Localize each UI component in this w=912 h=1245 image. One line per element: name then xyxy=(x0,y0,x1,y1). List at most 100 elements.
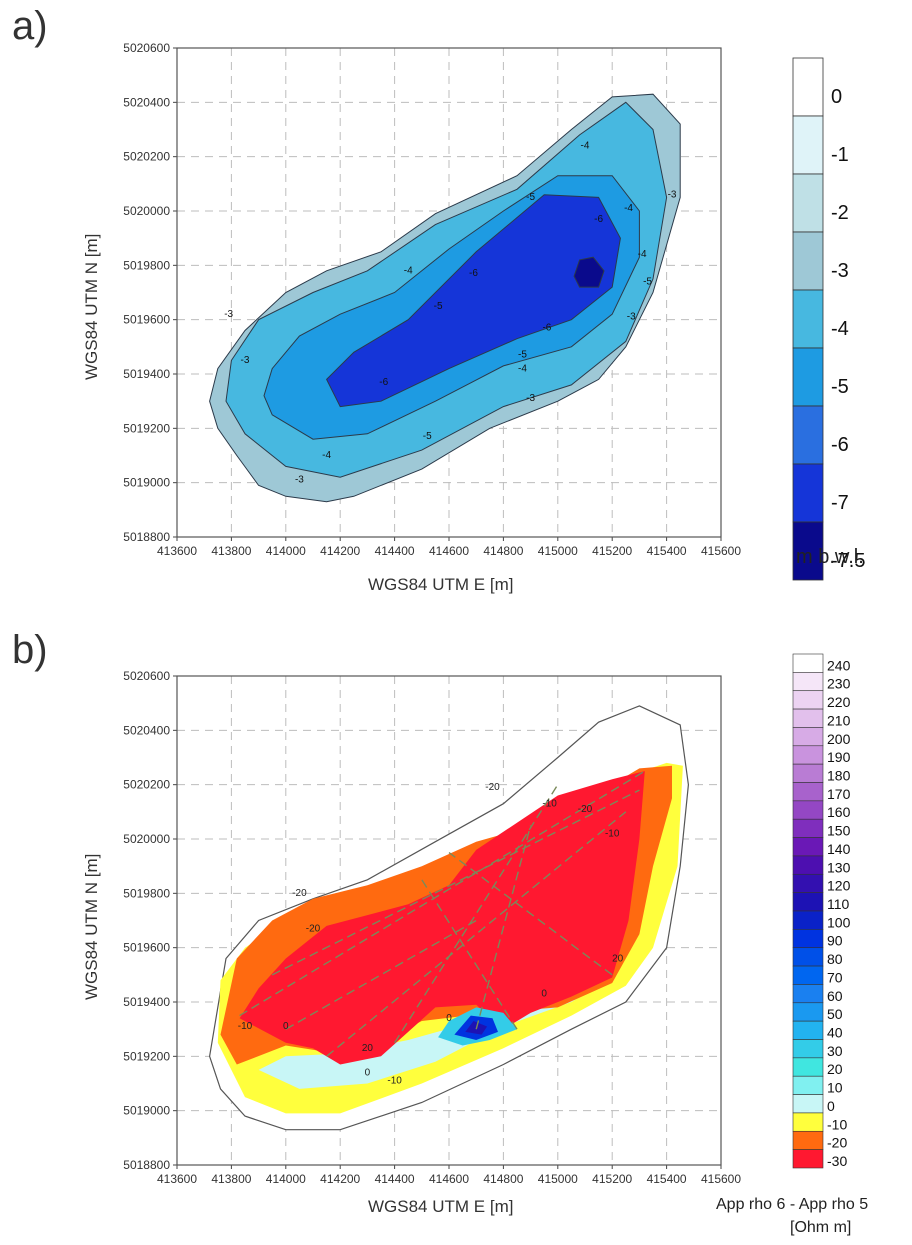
panel-a-label: a) xyxy=(12,4,48,48)
contour-label: -6 xyxy=(542,323,551,334)
chart-a-xtick-label: 413600 xyxy=(157,544,197,558)
chart-a-xtick-label: 414000 xyxy=(266,544,306,558)
contour-label: 20 xyxy=(362,1043,374,1054)
colorbar-b-swatch xyxy=(792,910,824,930)
contour-label: -5 xyxy=(423,431,432,442)
colorbar-b-swatch xyxy=(792,782,824,802)
contour-label: -3 xyxy=(241,355,250,366)
colorbar-a-swatch xyxy=(792,231,824,291)
chart-a-xtick-label: 414200 xyxy=(320,544,360,558)
colorbar-a-swatch xyxy=(792,289,824,349)
survey-line xyxy=(271,789,640,976)
contour-label: 0 xyxy=(365,1067,371,1078)
chart-a-plot-frame xyxy=(176,47,722,538)
colorbar-a-label: -7.5 xyxy=(831,550,865,572)
colorbar-a-label: -3 xyxy=(831,260,849,282)
contour-label: -20 xyxy=(306,923,321,934)
colorbar-b-label: 100 xyxy=(827,914,851,930)
colorbar-b-swatch xyxy=(792,690,824,710)
contour-label: -3 xyxy=(526,393,535,404)
contour-label: -20 xyxy=(578,804,593,815)
contour-label: -10 xyxy=(387,1076,402,1087)
chart-b-xtick-label: 413800 xyxy=(211,1172,251,1186)
chart-a-ytick-label: 5020200 xyxy=(123,150,170,164)
colorbar-a-label: -1 xyxy=(831,144,849,166)
chart-b-ytick-label: 5019200 xyxy=(123,1049,170,1063)
colorbar-b-label: -10 xyxy=(827,1116,847,1132)
contour-label: -6 xyxy=(594,214,603,225)
chart-a-xlabel: WGS84 UTM E [m] xyxy=(368,575,514,594)
colorbar-b-label: 170 xyxy=(827,786,851,802)
colorbar-b-label: 210 xyxy=(827,712,851,728)
contour-label: -20 xyxy=(485,782,500,793)
colorbar-a-swatch xyxy=(792,405,824,465)
colorbar-b-label: 0 xyxy=(827,1098,835,1114)
chart-a-ytick-label: 5019000 xyxy=(123,476,170,490)
chart-b: 413600 413800 414000 414200 414400 414600 4148… xyxy=(123,653,851,1186)
chart-a: 413600 413800 414000 414200 414400 414600 4148… xyxy=(123,41,865,581)
chart-a-xtick-label: 415400 xyxy=(647,544,687,558)
panel-b-label: b) xyxy=(12,628,48,672)
survey-line xyxy=(421,879,518,1030)
survey-line xyxy=(394,784,559,1044)
contour-label: -6 xyxy=(379,377,388,388)
contour-label: -3 xyxy=(668,189,677,200)
contour-label: -5 xyxy=(526,192,535,203)
colorbar-b-label: 200 xyxy=(827,731,851,747)
chart-b-xtick-label: 413600 xyxy=(157,1172,197,1186)
chart-a-xtick-label: 413800 xyxy=(211,544,251,558)
contour-label: -5 xyxy=(518,350,527,361)
chart-b-ytick-label: 5019000 xyxy=(123,1104,170,1118)
contour-label: -20 xyxy=(292,888,307,899)
chart-a-xtick-label: 414400 xyxy=(375,544,415,558)
colorbar-b-swatch xyxy=(792,1149,824,1169)
contour-label: 0 xyxy=(541,989,547,1000)
contour-label: -3 xyxy=(627,312,636,323)
chart-b-ytick-label: 5020400 xyxy=(123,723,170,737)
chart-b-xtick-label: 414600 xyxy=(429,1172,469,1186)
colorbar-a-label: -2 xyxy=(831,202,849,224)
chart-a-ytick-label: 5019800 xyxy=(123,258,170,272)
chart-a-ylabel: WGS84 UTM N [m] xyxy=(82,233,101,380)
contour-label: 0 xyxy=(446,1013,452,1024)
chart-b-xtick-label: 414000 xyxy=(266,1172,306,1186)
chart-b-ytick-label: 5019800 xyxy=(123,886,170,900)
chart-b-xtick-label: 415200 xyxy=(592,1172,632,1186)
chart-a-colorbar-title: m b.w.l. xyxy=(796,546,864,568)
survey-line xyxy=(448,852,613,976)
contour-label: -4 xyxy=(624,203,633,214)
chart-a-ytick-label: 5019400 xyxy=(123,367,170,381)
colorbar-b-label: 150 xyxy=(827,823,851,839)
colorbar-b-swatch xyxy=(792,1002,824,1022)
chart-b-xtick-label: 414200 xyxy=(320,1172,360,1186)
contour-label: 20 xyxy=(612,953,624,964)
colorbar-a-label: -7 xyxy=(831,492,849,514)
colorbar-b-label: 40 xyxy=(827,1025,843,1041)
chart-b-xlabel: WGS84 UTM E [m] xyxy=(368,1197,514,1216)
colorbar-b-swatch xyxy=(792,892,824,912)
chart-b-colorbar-units: [Ohm m] xyxy=(790,1219,852,1236)
chart-a-ytick-label: 5018800 xyxy=(123,530,170,544)
colorbar-a-swatch xyxy=(792,463,824,523)
colorbar-b-label: 190 xyxy=(827,749,851,765)
chart-b-xtick-label: 415400 xyxy=(647,1172,687,1186)
contour-region-6 xyxy=(325,194,621,408)
colorbar-b-swatch xyxy=(792,1039,824,1059)
colorbar-b-label: 30 xyxy=(827,1043,843,1059)
colorbar-b-swatch xyxy=(792,672,824,692)
region-minus30 xyxy=(239,771,645,1065)
chart-b-xtick-label: 414400 xyxy=(375,1172,415,1186)
colorbar-b-label: 180 xyxy=(827,768,851,784)
chart-b-ytick-label: 5020600 xyxy=(123,669,170,683)
survey-line xyxy=(326,811,627,1057)
colorbar-b-swatch xyxy=(792,965,824,985)
contour-label: -6 xyxy=(469,268,478,279)
colorbar-a-swatch xyxy=(792,347,824,407)
contour-region-7 xyxy=(573,256,605,288)
colorbar-b-label: 110 xyxy=(827,896,850,912)
colorbar-b-label: 20 xyxy=(827,1061,843,1077)
colorbar-b-label: 50 xyxy=(827,1006,843,1022)
colorbar-b-swatch xyxy=(792,1112,824,1132)
colorbar-b-swatch xyxy=(792,763,824,783)
colorbar-a-swatch xyxy=(792,521,824,581)
